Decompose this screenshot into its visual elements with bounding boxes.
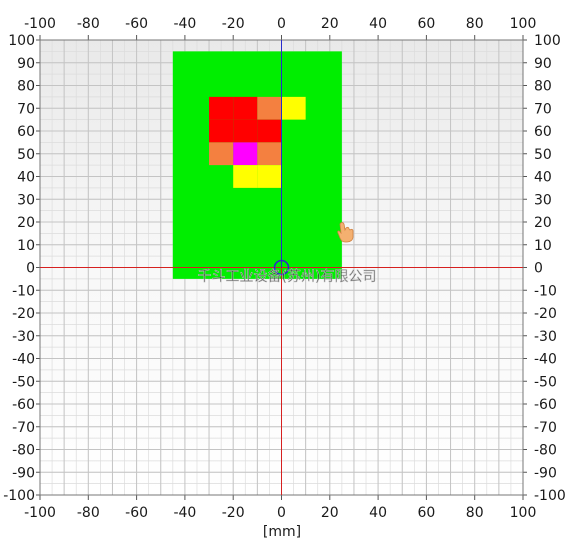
y-tick-label: -20 bbox=[534, 306, 557, 322]
x-tick-label: -60 bbox=[125, 16, 148, 32]
x-tick-label: -80 bbox=[77, 16, 100, 32]
heat-cell bbox=[257, 96, 282, 120]
y-tick-label: 0 bbox=[26, 261, 35, 277]
y-tick-label: -90 bbox=[534, 465, 557, 481]
heat-cell bbox=[233, 119, 258, 143]
y-tick-label: 60 bbox=[17, 124, 35, 140]
y-tick-label: 90 bbox=[534, 56, 552, 72]
y-tick-label: 10 bbox=[534, 238, 552, 254]
y-tick-label: 50 bbox=[534, 147, 552, 163]
y-tick-label: -50 bbox=[534, 374, 557, 390]
y-tick-label: 100 bbox=[8, 33, 35, 49]
x-tick-label: 20 bbox=[321, 16, 339, 32]
heat-cell bbox=[209, 96, 234, 120]
y-tick-label: 20 bbox=[17, 215, 35, 231]
x-tick-label: 100 bbox=[510, 16, 537, 32]
x-tick-label: -40 bbox=[173, 16, 196, 32]
x-tick-label: -100 bbox=[24, 505, 56, 521]
x-tick-label: 40 bbox=[369, 505, 387, 521]
heat-cell bbox=[233, 165, 258, 188]
y-tick-label: -50 bbox=[12, 374, 35, 390]
heat-cell bbox=[257, 142, 282, 166]
y-tick-labels-left: 1009080706050403020100-10-20-30-40-50-60… bbox=[3, 33, 35, 504]
y-tick-label: 30 bbox=[17, 192, 35, 208]
y-tick-label: -10 bbox=[534, 283, 557, 299]
y-tick-label: 60 bbox=[534, 124, 552, 140]
y-tick-label: -70 bbox=[534, 420, 557, 436]
x-tick-label: 60 bbox=[417, 505, 435, 521]
y-tick-label: 80 bbox=[17, 79, 35, 95]
hand-cursor-icon bbox=[337, 222, 354, 243]
heat-cell bbox=[281, 96, 306, 120]
y-tick-label: 90 bbox=[17, 56, 35, 72]
heat-cell bbox=[233, 96, 258, 120]
x-tick-label: -20 bbox=[222, 505, 245, 521]
crosshair bbox=[40, 40, 523, 495]
heat-cell bbox=[209, 119, 234, 143]
x-tick-label: 80 bbox=[466, 505, 484, 521]
x-tick-label: 0 bbox=[277, 505, 286, 521]
y-tick-label: -10 bbox=[12, 283, 35, 299]
y-tick-label: 0 bbox=[534, 261, 543, 277]
y-tick-label: 100 bbox=[534, 33, 561, 49]
y-tick-label: 70 bbox=[17, 101, 35, 117]
y-tick-label: 70 bbox=[534, 101, 552, 117]
watermark: 千斗工业设备(苏州)有限公司 bbox=[198, 268, 377, 285]
y-tick-label: -60 bbox=[534, 397, 557, 413]
y-tick-label: 80 bbox=[534, 79, 552, 95]
y-tick-label: -90 bbox=[12, 465, 35, 481]
y-tick-label: -100 bbox=[3, 488, 35, 504]
x-tick-label: 100 bbox=[510, 505, 537, 521]
x-tick-labels-bottom: -100 -80 -60 -40 -20 0 20 40 60 80 100 bbox=[24, 505, 536, 521]
y-tick-label: -40 bbox=[534, 352, 557, 368]
heat-cell bbox=[257, 119, 282, 143]
y-tick-label: -30 bbox=[534, 329, 557, 345]
x-axis-label: [mm] bbox=[263, 524, 301, 540]
x-tick-label: 80 bbox=[466, 16, 484, 32]
heat-cell bbox=[233, 142, 258, 166]
y-tick-label: -70 bbox=[12, 420, 35, 436]
y-tick-label: 30 bbox=[534, 192, 552, 208]
origin-marker-circle bbox=[273, 259, 290, 276]
x-tick-label: -40 bbox=[173, 505, 196, 521]
axis-ticks bbox=[36, 35, 527, 500]
x-tick-label: -100 bbox=[24, 16, 56, 32]
x-tick-label: -20 bbox=[222, 16, 245, 32]
x-tick-label: 20 bbox=[321, 505, 339, 521]
x-tick-labels-top: -100 -80 -60 -40 -20 0 20 40 60 80 100 bbox=[24, 16, 536, 32]
y-tick-label: -20 bbox=[12, 306, 35, 322]
y-tick-label: 40 bbox=[17, 170, 35, 186]
x-tick-label: 40 bbox=[369, 16, 387, 32]
y-tick-label: -30 bbox=[12, 329, 35, 345]
heat-cells bbox=[172, 51, 342, 279]
y-tick-label: -60 bbox=[12, 397, 35, 413]
y-tick-label: -40 bbox=[12, 352, 35, 368]
y-tick-label: 10 bbox=[17, 238, 35, 254]
y-tick-label: -100 bbox=[534, 488, 566, 504]
y-tick-label: -80 bbox=[534, 443, 557, 459]
heat-cell bbox=[257, 165, 282, 188]
x-tick-label: 60 bbox=[417, 16, 435, 32]
x-tick-label: -60 bbox=[125, 505, 148, 521]
x-tick-label: 0 bbox=[277, 16, 286, 32]
heat-cell bbox=[209, 142, 234, 166]
y-tick-label: -80 bbox=[12, 443, 35, 459]
y-tick-label: 20 bbox=[534, 215, 552, 231]
y-tick-label: 40 bbox=[534, 170, 552, 186]
y-tick-labels-right: 1009080706050403020100-10-20-30-40-50-60… bbox=[534, 33, 566, 504]
y-tick-label: 50 bbox=[17, 147, 35, 163]
x-tick-label: -80 bbox=[77, 505, 100, 521]
